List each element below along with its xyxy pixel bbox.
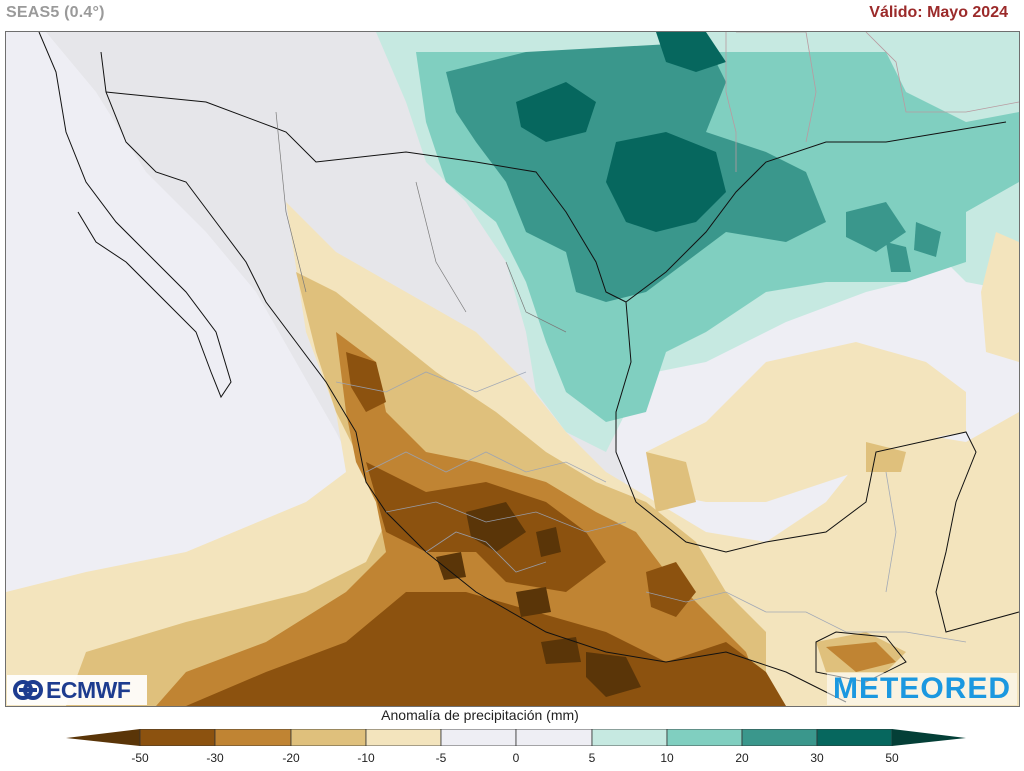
legend-tick: -5 xyxy=(435,751,447,765)
legend-tick: 20 xyxy=(735,751,749,765)
valid-date-title: Válido: Mayo 2024 xyxy=(869,4,1008,21)
legend-tick: 50 xyxy=(885,751,899,765)
legend-tick: 30 xyxy=(810,751,824,765)
legend-tick: -30 xyxy=(206,751,224,765)
legend-tick: 10 xyxy=(660,751,674,765)
ecmwf-logo: ECMWF xyxy=(7,675,147,705)
ecmwf-logo-text: ECMWF xyxy=(46,676,131,703)
legend-title: Anomalía de precipitación (mm) xyxy=(381,707,579,723)
color-scale-bar xyxy=(66,729,966,746)
meteored-logo: METEORED xyxy=(826,672,1017,705)
legend-tick: -50 xyxy=(131,751,149,765)
legend-tick: 5 xyxy=(588,751,596,765)
precipitation-anomaly-map: ECMWF METEORED xyxy=(5,31,1020,707)
meteored-logo-text: METEORED xyxy=(832,672,1011,705)
legend-tick: -10 xyxy=(357,751,375,765)
legend-tick: 0 xyxy=(512,751,520,765)
ecmwf-mark-icon xyxy=(13,680,43,700)
map-canvas xyxy=(6,32,1019,706)
legend-tick: -20 xyxy=(282,751,300,765)
model-title: SEAS5 (0.4°) xyxy=(6,4,105,21)
